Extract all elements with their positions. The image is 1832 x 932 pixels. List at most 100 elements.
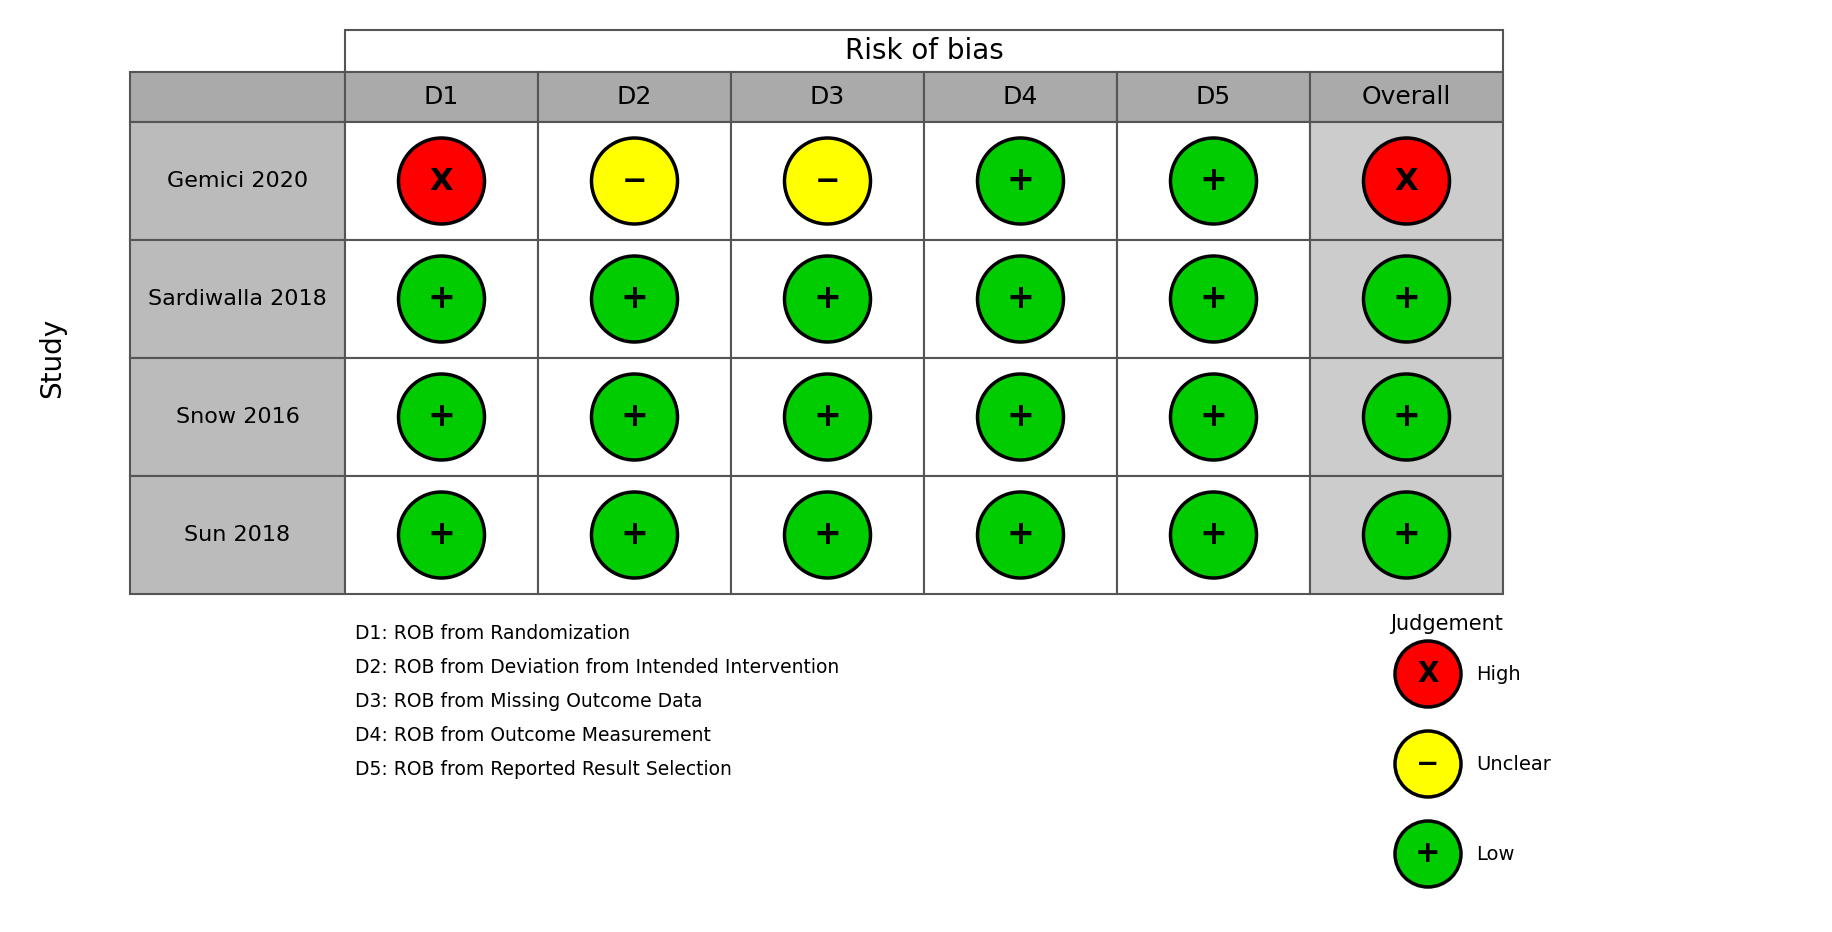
FancyBboxPatch shape <box>731 72 923 122</box>
Text: +: + <box>1414 840 1440 869</box>
FancyBboxPatch shape <box>923 358 1118 476</box>
Text: +: + <box>1006 401 1035 433</box>
Text: +: + <box>1200 401 1227 433</box>
Text: −: − <box>815 167 841 196</box>
FancyBboxPatch shape <box>344 358 539 476</box>
Circle shape <box>784 374 870 460</box>
FancyBboxPatch shape <box>130 72 344 122</box>
Circle shape <box>1171 492 1257 578</box>
FancyBboxPatch shape <box>923 72 1118 122</box>
Circle shape <box>592 138 678 224</box>
FancyBboxPatch shape <box>539 72 731 122</box>
Text: D2: ROB from Deviation from Intended Intervention: D2: ROB from Deviation from Intended Int… <box>355 658 839 677</box>
Circle shape <box>1363 492 1449 578</box>
Circle shape <box>978 374 1064 460</box>
FancyBboxPatch shape <box>130 476 344 594</box>
Text: Risk of bias: Risk of bias <box>845 37 1004 65</box>
Text: Snow 2016: Snow 2016 <box>176 407 299 427</box>
Circle shape <box>1363 138 1449 224</box>
FancyBboxPatch shape <box>1118 240 1310 358</box>
Text: +: + <box>1006 518 1035 552</box>
Text: D5: ROB from Reported Result Selection: D5: ROB from Reported Result Selection <box>355 760 731 779</box>
FancyBboxPatch shape <box>731 358 923 476</box>
Text: +: + <box>1200 282 1227 316</box>
FancyBboxPatch shape <box>923 476 1118 594</box>
FancyBboxPatch shape <box>731 122 923 240</box>
FancyBboxPatch shape <box>130 122 344 240</box>
FancyBboxPatch shape <box>344 72 539 122</box>
FancyBboxPatch shape <box>1310 122 1502 240</box>
FancyBboxPatch shape <box>1310 358 1502 476</box>
FancyBboxPatch shape <box>1118 122 1310 240</box>
Text: +: + <box>813 401 841 433</box>
FancyBboxPatch shape <box>731 240 923 358</box>
Circle shape <box>1394 821 1460 887</box>
Text: −: − <box>1416 750 1440 778</box>
Text: D1: D1 <box>423 85 460 109</box>
FancyBboxPatch shape <box>1310 240 1502 358</box>
Circle shape <box>978 138 1064 224</box>
Text: +: + <box>1006 282 1035 316</box>
Text: X: X <box>1418 660 1438 688</box>
Text: +: + <box>1200 165 1227 198</box>
Text: Gemici 2020: Gemici 2020 <box>167 171 308 191</box>
FancyBboxPatch shape <box>344 30 1502 72</box>
Text: +: + <box>1392 282 1420 316</box>
Circle shape <box>1363 256 1449 342</box>
Text: D3: ROB from Missing Outcome Data: D3: ROB from Missing Outcome Data <box>355 692 702 711</box>
Circle shape <box>1171 138 1257 224</box>
FancyBboxPatch shape <box>1118 72 1310 122</box>
Circle shape <box>784 492 870 578</box>
Text: +: + <box>813 282 841 316</box>
FancyBboxPatch shape <box>923 122 1118 240</box>
Circle shape <box>978 492 1064 578</box>
Text: +: + <box>427 401 456 433</box>
Circle shape <box>592 492 678 578</box>
FancyBboxPatch shape <box>539 240 731 358</box>
Text: D4: ROB from Outcome Measurement: D4: ROB from Outcome Measurement <box>355 726 711 745</box>
Text: +: + <box>1392 518 1420 552</box>
Text: X: X <box>431 167 453 196</box>
FancyBboxPatch shape <box>1310 476 1502 594</box>
Circle shape <box>1394 641 1460 707</box>
Text: +: + <box>621 282 649 316</box>
FancyBboxPatch shape <box>539 358 731 476</box>
Text: Overall: Overall <box>1361 85 1451 109</box>
Text: Judgement: Judgement <box>1390 614 1502 634</box>
FancyBboxPatch shape <box>1310 72 1502 122</box>
Text: +: + <box>621 401 649 433</box>
Text: +: + <box>1006 165 1035 198</box>
Text: D2: D2 <box>617 85 652 109</box>
Circle shape <box>399 138 484 224</box>
FancyBboxPatch shape <box>1118 476 1310 594</box>
Text: Study: Study <box>38 318 66 398</box>
FancyBboxPatch shape <box>130 358 344 476</box>
FancyBboxPatch shape <box>1118 358 1310 476</box>
Text: −: − <box>621 167 647 196</box>
Circle shape <box>399 374 484 460</box>
Text: D1: ROB from Randomization: D1: ROB from Randomization <box>355 624 630 643</box>
FancyBboxPatch shape <box>731 476 923 594</box>
FancyBboxPatch shape <box>344 240 539 358</box>
Text: X: X <box>1394 167 1418 196</box>
Circle shape <box>1171 374 1257 460</box>
Circle shape <box>1363 374 1449 460</box>
Circle shape <box>592 374 678 460</box>
Text: Sardiwalla 2018: Sardiwalla 2018 <box>148 289 326 309</box>
FancyBboxPatch shape <box>539 476 731 594</box>
FancyBboxPatch shape <box>539 122 731 240</box>
Text: +: + <box>1392 401 1420 433</box>
FancyBboxPatch shape <box>923 240 1118 358</box>
Circle shape <box>784 256 870 342</box>
Text: D3: D3 <box>810 85 845 109</box>
Text: +: + <box>427 282 456 316</box>
Text: Low: Low <box>1477 844 1515 864</box>
FancyBboxPatch shape <box>344 122 539 240</box>
Text: High: High <box>1477 665 1521 683</box>
Circle shape <box>592 256 678 342</box>
Circle shape <box>399 256 484 342</box>
Circle shape <box>784 138 870 224</box>
Text: +: + <box>621 518 649 552</box>
Text: D5: D5 <box>1196 85 1231 109</box>
Text: Unclear: Unclear <box>1477 755 1552 774</box>
